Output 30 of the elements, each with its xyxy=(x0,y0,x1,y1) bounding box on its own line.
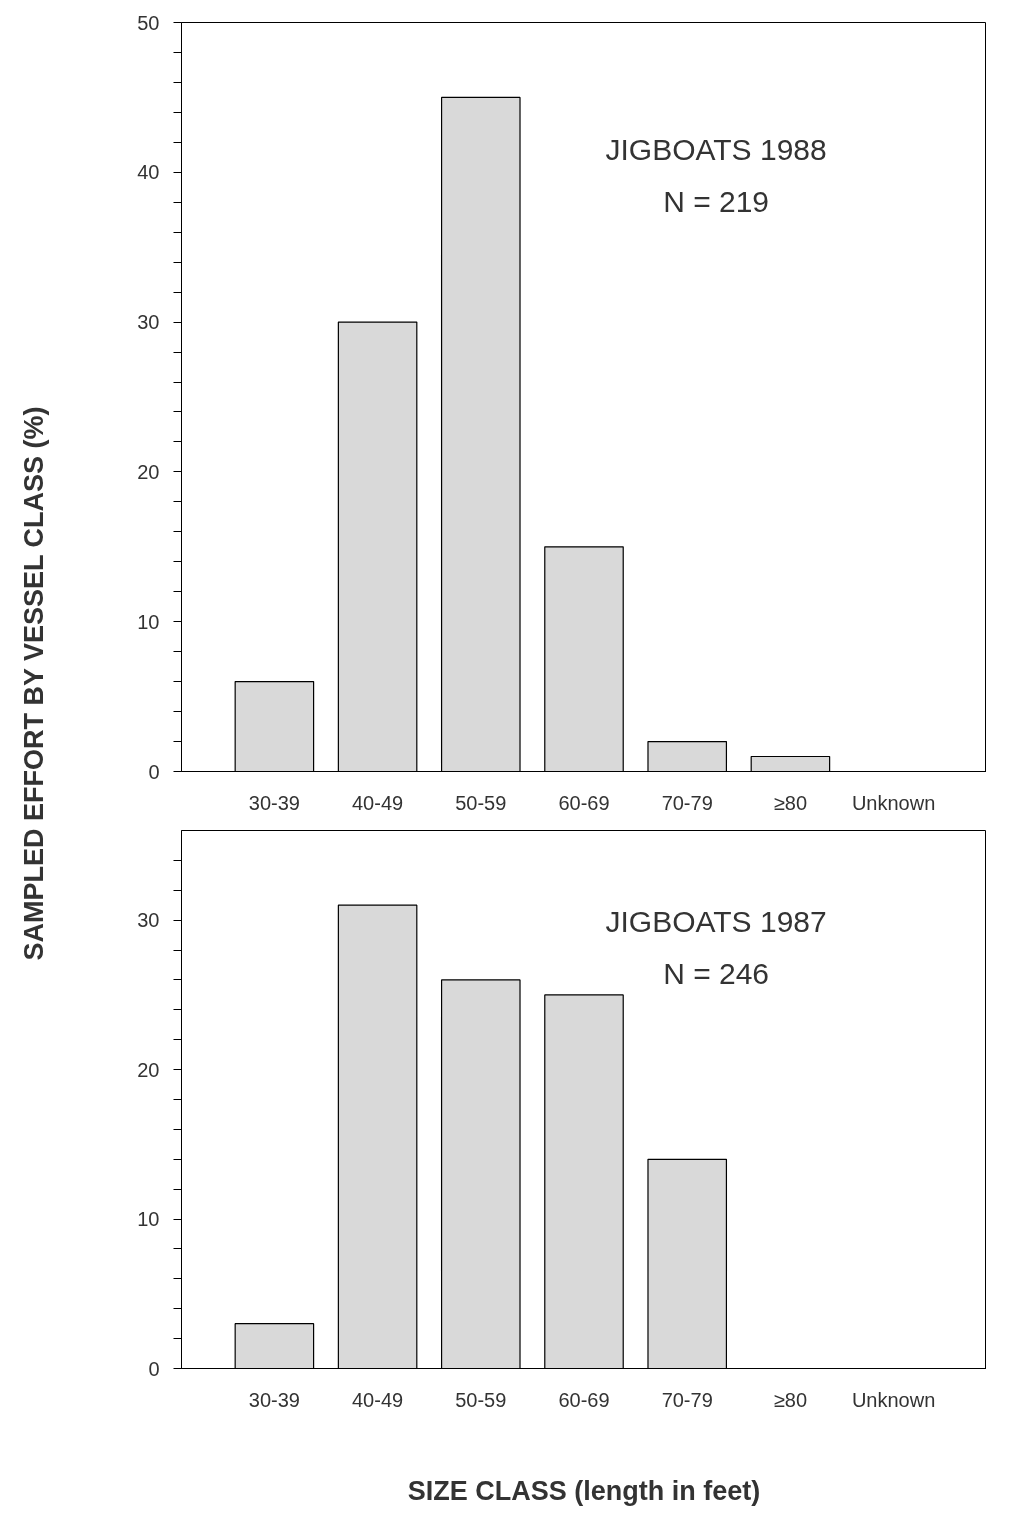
annotation: N = 219 xyxy=(663,185,770,219)
x-tick-label: Unknown xyxy=(851,1388,936,1411)
y-tick-label: 50 xyxy=(137,11,160,34)
x-axis-title: SIZE CLASS (length in feet) xyxy=(407,1475,761,1506)
y-axis-title: SAMPLED EFFORT BY VESSEL CLASS (%) xyxy=(18,406,49,961)
y-tick-label: 0 xyxy=(148,760,160,783)
x-tick-label: Unknown xyxy=(851,791,936,814)
annotation: JIGBOATS 1988 xyxy=(605,133,827,167)
x-tick-label: 60-69 xyxy=(558,791,610,814)
x-tick-label: 70-79 xyxy=(661,1388,713,1411)
x-tick-label: 40-49 xyxy=(352,1388,404,1411)
y-tick-label: 20 xyxy=(137,1058,160,1081)
x-tick-label: 70-79 xyxy=(661,791,713,814)
x-tick-label: 40-49 xyxy=(352,791,404,814)
y-tick-label: 10 xyxy=(137,610,160,633)
x-tick-label: 30-39 xyxy=(248,1388,300,1411)
x-tick-label: ≥80 xyxy=(773,1388,808,1411)
y-tick-label: 30 xyxy=(137,909,160,932)
y-tick-label: 40 xyxy=(137,161,160,184)
x-tick-label: 60-69 xyxy=(558,1388,610,1411)
x-tick-label: 50-59 xyxy=(455,791,507,814)
x-tick-label: 30-39 xyxy=(248,791,300,814)
annotation: N = 246 xyxy=(663,957,770,991)
y-tick-label: 0 xyxy=(148,1357,160,1380)
y-tick-label: 10 xyxy=(137,1208,160,1231)
x-tick-label: ≥80 xyxy=(773,791,808,814)
y-tick-label: 20 xyxy=(137,460,160,483)
x-tick-label: 50-59 xyxy=(455,1388,507,1411)
y-tick-label: 30 xyxy=(137,311,160,334)
annotation: JIGBOATS 1987 xyxy=(605,905,827,939)
